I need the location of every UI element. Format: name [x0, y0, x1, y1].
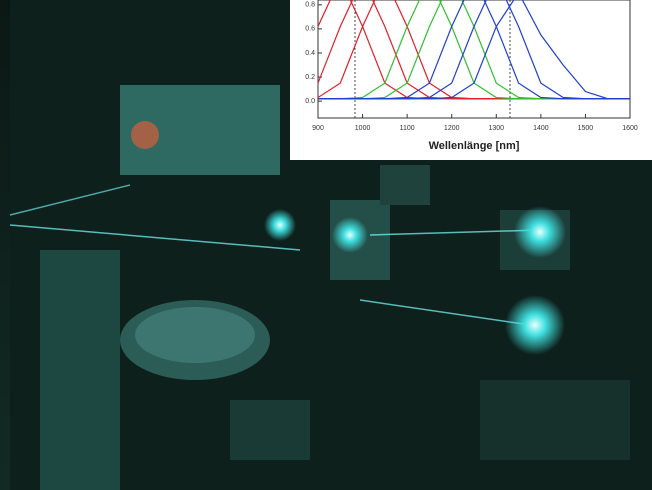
x-tick-label: 1400: [533, 125, 549, 132]
x-tick-label: 1100: [400, 125, 415, 132]
x-tick-label: 1200: [444, 125, 460, 132]
x-axis-label: Wellenlänge [nm]: [429, 140, 520, 152]
x-tick-label: 1500: [578, 125, 594, 132]
plot-lines: [318, 0, 630, 100]
plot-frame: [317, 0, 631, 119]
spectrum-line: [318, 0, 630, 100]
y-tick-label: 0.2: [305, 74, 315, 81]
x-tick-label: 900: [312, 125, 324, 132]
y-tick-label: 0.8: [305, 2, 315, 9]
y-tick-label: 0.0: [305, 98, 315, 105]
y-tick-label: 0.4: [305, 50, 315, 57]
inset-chart: Wellenlänge [nm] 0.0 0.2 0.4 0.6 0.8 900 1000 1…: [290, 0, 652, 160]
x-tick-label: 1000: [355, 125, 371, 132]
y-tick-label: 0.6: [305, 26, 315, 33]
x-tick-label: 1300: [488, 125, 504, 132]
x-tick-label: 1600: [622, 125, 638, 132]
